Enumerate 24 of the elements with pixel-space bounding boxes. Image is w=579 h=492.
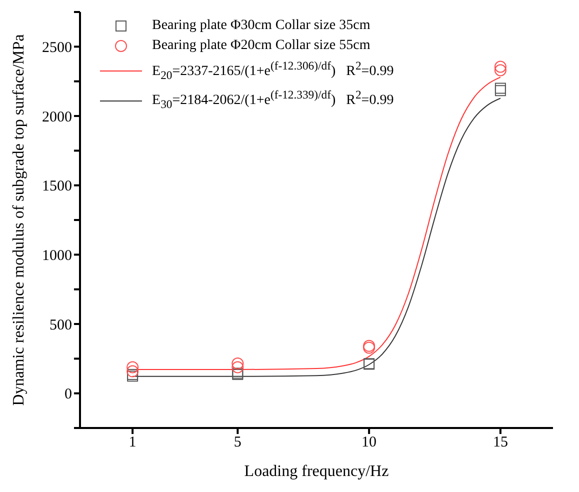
y-tick-label: 1000 — [42, 248, 72, 264]
point — [232, 358, 244, 370]
y-tick-label: 500 — [50, 317, 72, 334]
legend-label: Bearing plate Φ20cm Collar size 55cm — [152, 38, 370, 53]
x-tick-label: 5 — [234, 434, 242, 451]
point — [494, 82, 506, 94]
y-tick-label: 1500 — [42, 178, 72, 195]
point — [494, 64, 506, 76]
y-tick-label: 2000 — [42, 109, 72, 126]
point — [126, 361, 139, 374]
y-tick-label: 2500 — [42, 40, 72, 56]
x-tick-label: 10 — [362, 434, 377, 451]
legend-label: E$_{20}$=2337-2165/(1+e$^{(f-12.306)/df}$) R$^{2}$=0.99 — [152, 59, 394, 82]
x-axis-title: Loading frequency/Hz — [244, 463, 389, 480]
point — [126, 365, 139, 378]
point — [494, 85, 506, 96]
legend-label: Bearing plate Φ30cm Collar size 35cm — [152, 18, 370, 33]
y-tick-label: 0 — [64, 386, 72, 403]
point — [232, 361, 244, 374]
legend-label: E$_{30}$=2184-2062/(1+e$^{(f-12.339)/df}$) R$^{2}$=0.99 — [152, 88, 394, 111]
point — [494, 60, 506, 73]
x-tick-label: 1 — [128, 434, 136, 451]
y-axis-title: Dynamic resilience modulus of subgrade top surface/MPa — [10, 34, 28, 406]
x-tick-label: 15 — [492, 434, 508, 451]
